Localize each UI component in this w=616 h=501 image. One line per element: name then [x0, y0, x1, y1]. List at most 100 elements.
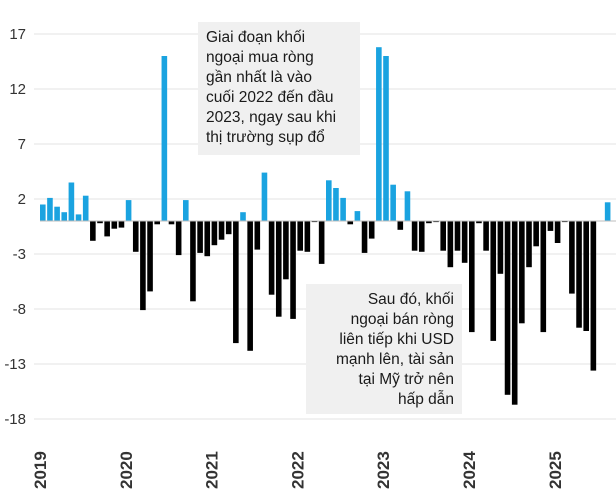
- bar: [97, 221, 103, 224]
- bar: [390, 184, 396, 221]
- bar: [247, 221, 253, 351]
- bar: [54, 206, 60, 221]
- bar: [590, 221, 597, 371]
- y-tick-label: -18: [4, 411, 26, 428]
- bar: [68, 182, 75, 221]
- bar: [75, 214, 82, 221]
- annotation-buying-period: Giai đoạn khối ngoại mua ròng gần nhất l…: [198, 22, 360, 155]
- bar: [161, 56, 168, 221]
- bar: [483, 221, 489, 251]
- bar: [411, 221, 418, 251]
- x-tick-label: 2025: [546, 451, 565, 489]
- bar: [254, 221, 261, 250]
- bar: [190, 221, 196, 302]
- bar: [540, 221, 547, 333]
- bar: [511, 221, 518, 405]
- bar: [204, 221, 211, 257]
- bar: [354, 211, 361, 221]
- bar: [47, 197, 53, 221]
- bar: [183, 200, 189, 221]
- x-tick-label: 2024: [460, 451, 479, 489]
- bar: [140, 221, 146, 311]
- y-tick-label: 2: [18, 191, 26, 208]
- bar: [347, 221, 354, 225]
- bar: [168, 221, 175, 225]
- bar: [469, 221, 475, 333]
- x-tick-label: 2022: [288, 451, 307, 489]
- bar: [547, 221, 554, 231]
- bar: [82, 195, 89, 221]
- bar: [290, 221, 296, 319]
- bar: [418, 221, 425, 252]
- x-tick-label: 2021: [203, 451, 222, 489]
- bar: [326, 180, 332, 221]
- bar: [461, 221, 468, 263]
- bar: [476, 221, 482, 224]
- bar: [40, 204, 46, 221]
- bar: [383, 56, 389, 221]
- bar: [519, 221, 525, 324]
- bar: [154, 221, 160, 225]
- bar: [111, 221, 118, 229]
- bar: [447, 221, 454, 268]
- bars: [40, 47, 611, 405]
- bar: [576, 221, 582, 328]
- bar: [118, 221, 125, 228]
- bar: [561, 221, 568, 223]
- bar: [240, 212, 246, 221]
- bar: [90, 221, 96, 241]
- bar: [340, 197, 346, 221]
- bar: [497, 221, 504, 274]
- bar: [376, 47, 382, 222]
- bar: [533, 221, 539, 247]
- bar: [261, 172, 268, 221]
- bar: [490, 221, 497, 341]
- y-tick-label: 7: [18, 136, 26, 153]
- bar: [333, 188, 339, 221]
- bar: [275, 221, 282, 317]
- bar: [397, 221, 404, 230]
- bar: [433, 221, 439, 223]
- bar: [361, 221, 368, 253]
- x-tick-label: 2019: [31, 451, 50, 489]
- bar: [504, 221, 511, 395]
- bar: [132, 221, 139, 252]
- bar: [454, 221, 461, 251]
- bar: [569, 221, 575, 294]
- bar: [218, 221, 225, 240]
- x-tick-label: 2020: [117, 451, 136, 489]
- bar: [125, 200, 132, 221]
- bar: [440, 221, 446, 251]
- bar: [404, 191, 411, 221]
- annotation-selling-period: Sau đó, khối ngoại bán ròng liên tiếp kh…: [306, 284, 462, 414]
- bar: [297, 221, 303, 251]
- bar: [147, 221, 153, 292]
- bar: [318, 221, 325, 264]
- bar: [283, 221, 289, 280]
- bar: [311, 221, 318, 223]
- y-tick-label: -8: [13, 301, 26, 318]
- bar: [233, 221, 239, 344]
- bar: [583, 221, 589, 331]
- y-tick-label: 12: [9, 81, 26, 98]
- bar: [211, 221, 218, 246]
- bar: [197, 221, 203, 253]
- y-tick-label: -3: [13, 246, 26, 263]
- bar: [554, 221, 561, 243]
- bar: [225, 221, 232, 235]
- bar: [175, 221, 182, 256]
- y-axis-labels: 17 12 7 2 -3 -8 -13 -18: [4, 26, 26, 428]
- bar: [368, 221, 375, 239]
- bar: [604, 202, 611, 221]
- bar: [526, 221, 532, 268]
- y-tick-label: -13: [4, 356, 26, 373]
- x-axis-labels: 2019 2020 2021 2022 2023 2024 2025: [31, 451, 565, 489]
- bar: [268, 221, 275, 295]
- y-tick-label: 17: [9, 26, 26, 43]
- bar: [104, 221, 110, 237]
- bar: [304, 221, 311, 252]
- x-tick-label: 2023: [374, 451, 393, 489]
- bar: [426, 221, 432, 224]
- bar: [61, 212, 68, 221]
